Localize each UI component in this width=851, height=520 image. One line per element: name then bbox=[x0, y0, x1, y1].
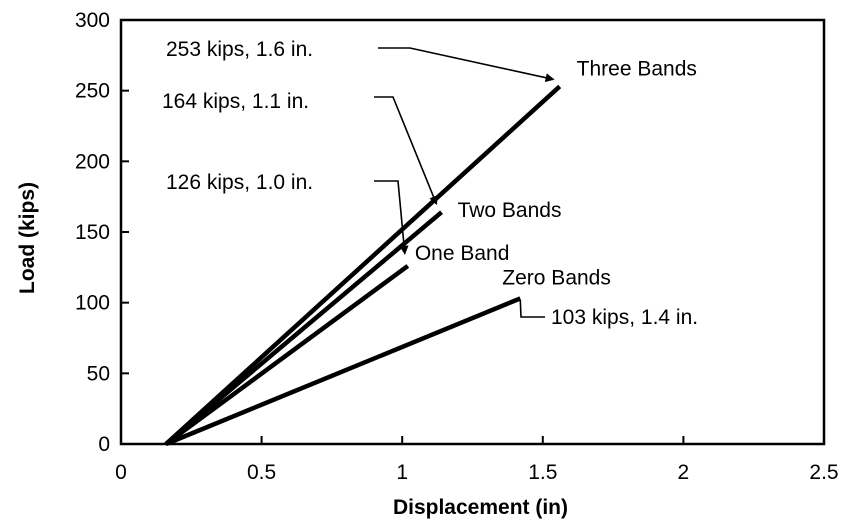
x-tick-label: 1.5 bbox=[528, 461, 557, 484]
series-label-zero-bands: Zero Bands bbox=[502, 266, 611, 289]
annotation-leader bbox=[519, 300, 545, 318]
x-axis-title: Displacement (in) bbox=[393, 496, 568, 519]
x-tick-label: 0.5 bbox=[247, 461, 276, 484]
series-label-three-bands: Three Bands bbox=[577, 57, 697, 80]
x-tick-label: 2 bbox=[678, 461, 690, 484]
y-tick-label: 300 bbox=[75, 9, 110, 32]
series-line-three-bands bbox=[164, 84, 562, 446]
y-tick-label: 250 bbox=[75, 80, 110, 103]
series-label-two-bands: Two Bands bbox=[458, 199, 562, 222]
plot-area-frame bbox=[119, 18, 826, 446]
annotation-label: 103 kips, 1.4 in. bbox=[551, 306, 698, 329]
series-label-one-band: One Band bbox=[415, 242, 510, 265]
series-line-two-bands bbox=[164, 210, 444, 446]
y-tick-label: 150 bbox=[75, 221, 110, 244]
y-tick-label: 50 bbox=[87, 362, 110, 385]
y-tick-label: 100 bbox=[75, 292, 110, 315]
annotation-leader bbox=[374, 180, 409, 255]
series-line-zero-bands bbox=[165, 296, 522, 447]
x-tick-label: 1 bbox=[396, 461, 408, 484]
annotation-label: 253 kips, 1.6 in. bbox=[166, 38, 313, 61]
x-tick-label: 0 bbox=[115, 461, 127, 484]
annotation-label: 164 kips, 1.1 in. bbox=[162, 90, 309, 113]
y-axis-title: Load (kips) bbox=[16, 182, 39, 294]
series-line-one-band bbox=[164, 264, 410, 446]
x-tick-label: 2.5 bbox=[809, 461, 838, 484]
annotation-leader bbox=[374, 96, 438, 206]
y-tick-label: 200 bbox=[75, 150, 110, 173]
annotation-label: 126 kips, 1.0 in. bbox=[166, 171, 313, 194]
y-tick-label: 0 bbox=[98, 433, 110, 456]
annotation-leader bbox=[378, 47, 555, 83]
